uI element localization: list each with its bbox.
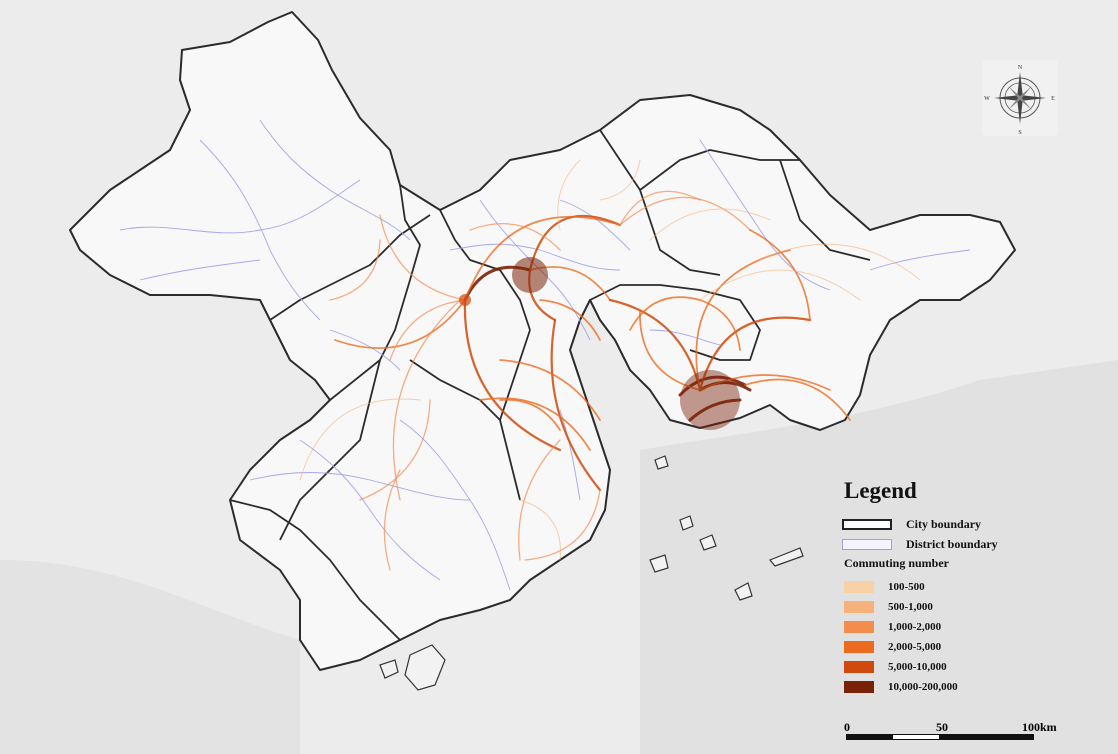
- legend: Legend City boundary District boundary C…: [842, 478, 1082, 697]
- commuting-flow-arc: [359, 399, 431, 501]
- commuting-flow-arc: [749, 229, 811, 321]
- class-swatch: [844, 601, 874, 613]
- commuting-flow-arc: [550, 318, 602, 492]
- commuting-flow-arc: [599, 159, 641, 201]
- commuting-flow-arc: [524, 489, 601, 561]
- scale-segment-2: [892, 734, 940, 740]
- commuting-flow-arc: [299, 398, 421, 481]
- compass-n: N: [1018, 65, 1023, 71]
- compass-w: W: [984, 96, 990, 102]
- legend-title: Legend: [844, 478, 917, 503]
- class-label: 1,000-2,000: [888, 621, 942, 633]
- class-label: 500-1,000: [888, 601, 933, 613]
- commuting-flow-arc: [518, 439, 561, 561]
- commuting-flow-arc: [389, 299, 466, 361]
- commuting-flow-arc: [463, 298, 562, 452]
- commuting-flow-arc: [688, 398, 742, 422]
- class-swatch: [844, 641, 874, 653]
- commuting-flow-arc: [639, 309, 701, 391]
- commuting-flow-arc: [678, 375, 747, 397]
- commuting-flow-arc: [698, 316, 812, 392]
- class-swatch: [844, 661, 874, 673]
- sea-area: [640, 360, 1118, 754]
- scale-segment-3: [940, 734, 1034, 740]
- legend-class: 500-1,000: [842, 597, 1082, 617]
- city-boundaries: [229, 129, 871, 641]
- commuting-flow-arc: [383, 469, 401, 571]
- neighbour-land: [0, 560, 300, 754]
- study-region: [69, 11, 1016, 671]
- scale-label-0: 0: [844, 720, 850, 734]
- commuting-flow-arc: [499, 398, 561, 431]
- commuting-flow-arc: [608, 298, 702, 392]
- legend-district-boundary: District boundary: [842, 534, 1082, 554]
- district-boundary-swatch: [842, 538, 892, 550]
- legend-class: 10,000-200,000: [842, 677, 1082, 697]
- scale-bar: 0 50 100km: [842, 720, 1062, 744]
- commuting-flow-arc: [539, 299, 601, 341]
- commuting-flow-arc: [619, 190, 701, 226]
- class-swatch: [844, 621, 874, 633]
- commuting-title: Commuting number: [844, 556, 950, 570]
- scale-label-50: 50: [936, 720, 948, 734]
- compass-rose: N S E W: [982, 60, 1058, 136]
- commuting-flow-arc: [744, 378, 851, 421]
- compass-e: E: [1051, 96, 1055, 102]
- commuting-flow-arc: [528, 215, 622, 272]
- commuting-flow-arc: [629, 296, 701, 331]
- commuting-flows: [299, 159, 921, 571]
- commuting-flow-arc: [699, 269, 861, 301]
- legend-city-boundary: City boundary: [842, 514, 1082, 534]
- commuting-flow-arc: [469, 223, 561, 251]
- class-swatch: [844, 681, 874, 693]
- class-label: 5,000-10,000: [888, 661, 947, 673]
- commuting-flow-arc: [519, 499, 561, 561]
- commuting-flow-arc: [392, 299, 461, 501]
- commuting-flow-arc: [699, 299, 741, 351]
- flow-hubs: [459, 257, 740, 430]
- legend-class: 100-500: [842, 577, 1082, 597]
- class-swatch: [844, 581, 874, 593]
- legend-class: 2,000-5,000: [842, 637, 1082, 657]
- city-boundary-swatch: [842, 518, 892, 530]
- commuting-flow-arc: [699, 374, 831, 391]
- commuting-flow-arc: [619, 196, 751, 231]
- commuting-flow-arc: [334, 299, 466, 349]
- legend-class: 5,000-10,000: [842, 657, 1082, 677]
- district-boundary-label: District boundary: [906, 536, 998, 551]
- legend-classes: 100-500 500-1,000 1,000-2,000 2,000-5,00…: [842, 577, 1082, 697]
- scale-label-100: 100km: [1022, 720, 1057, 734]
- class-label: 2,000-5,000: [888, 641, 942, 653]
- city-boundary-label: City boundary: [906, 516, 982, 531]
- commuting-flow-arc: [499, 359, 601, 421]
- compass-s: S: [1018, 130, 1021, 136]
- islands: [379, 455, 804, 691]
- commuting-flow-arc: [329, 239, 381, 301]
- commuting-flow-arc: [379, 214, 466, 301]
- class-label: 100-500: [888, 581, 925, 593]
- commuting-flow-arc: [649, 208, 771, 241]
- commuting-flow-arc: [557, 159, 581, 231]
- scale-segment-1: [846, 734, 892, 740]
- commuting-flow-arc: [759, 243, 921, 281]
- legend-class: 1,000-2,000: [842, 617, 1082, 637]
- class-label: 10,000-200,000: [888, 681, 958, 693]
- commuting-flow-arc: [479, 397, 591, 451]
